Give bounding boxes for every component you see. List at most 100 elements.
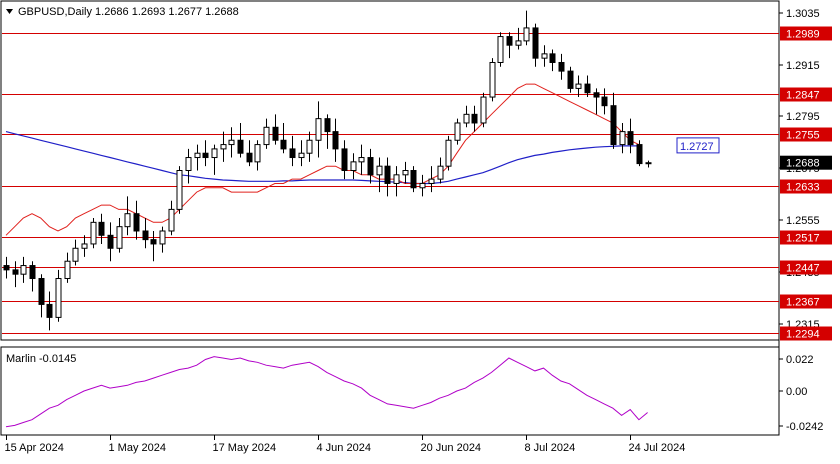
candle-body (480, 96, 487, 124)
candle (246, 140, 253, 167)
candle (393, 166, 400, 197)
candle (98, 213, 105, 244)
level-tag-text: 1.2447 (786, 263, 820, 275)
candle (159, 226, 166, 253)
level-tag-text: 1.2367 (786, 297, 820, 309)
candle (471, 105, 478, 132)
candle-body (107, 234, 114, 249)
candle (358, 144, 365, 175)
candle (445, 135, 452, 171)
time-tick-label: 4 Jun 2024 (317, 442, 371, 454)
indicator-tick-label: 0.022 (786, 354, 814, 366)
candle (332, 118, 339, 162)
candle-body (98, 221, 105, 236)
candle (454, 118, 461, 145)
candle (367, 148, 374, 184)
candle (185, 148, 192, 184)
candle-body (601, 96, 608, 107)
candle (558, 53, 565, 80)
candle (150, 230, 157, 262)
candle-body (228, 139, 235, 146)
marlin-indicator: 0.022 0.00 -0.0242 (5, 354, 823, 433)
time-tick-label: 8 Jul 2024 (525, 442, 576, 454)
candle-body (246, 152, 253, 163)
candle-body (280, 139, 287, 150)
candle (306, 131, 313, 162)
candle-body (263, 126, 270, 146)
candle-body (81, 243, 88, 249)
level-tag-box (780, 179, 832, 194)
candle-body (55, 278, 62, 318)
level-tag-box (780, 294, 832, 309)
candle-body (38, 278, 45, 305)
candle-body (237, 139, 244, 154)
horizontal-levels (2, 33, 779, 334)
ma-tag-box (676, 137, 720, 154)
candle-body (471, 113, 478, 124)
candle-body (90, 221, 97, 245)
candle (237, 122, 244, 158)
triangle-down-icon[interactable] (6, 9, 13, 14)
candle-body (202, 152, 209, 159)
candle (90, 218, 97, 249)
level-tag-text: 1.2755 (786, 130, 820, 142)
candle (116, 218, 123, 253)
candle (645, 160, 652, 168)
time-axis-ticks: 15 Apr 2024 1 May 2024 17 May 2024 4 Jun 20… (5, 435, 685, 454)
candle-body (402, 170, 409, 176)
level-tag-box (780, 87, 832, 102)
candle (124, 196, 131, 236)
candle (376, 157, 383, 193)
time-tick-label: 1 May 2024 (109, 442, 166, 454)
candle (263, 118, 270, 149)
level-tag-text: 1.2633 (786, 182, 820, 194)
candle (593, 88, 600, 115)
indicator-tick-label: 0.00 (786, 386, 807, 398)
candle-body (497, 36, 504, 63)
ma-tag-text: 1.2727 (680, 141, 714, 153)
candle-body (159, 230, 166, 245)
candle-body (558, 61, 565, 72)
candle-body (185, 157, 192, 172)
candle (289, 135, 296, 167)
candle (601, 88, 608, 115)
candle-body (254, 144, 261, 163)
time-tick-label: 20 Jun 2024 (421, 442, 482, 454)
candle (254, 140, 261, 171)
candle-body (3, 265, 10, 271)
indicator-plot-frame (0, 346, 780, 436)
candle (575, 75, 582, 98)
candle-body (567, 70, 574, 89)
candle-body (393, 174, 400, 184)
candle-body (298, 152, 305, 159)
level-tag-box (780, 26, 832, 41)
candle (228, 127, 235, 158)
candle (176, 166, 183, 214)
candle (298, 140, 305, 167)
candle (142, 218, 149, 249)
candle-body (463, 113, 470, 124)
candle (627, 118, 634, 154)
candle (64, 252, 71, 283)
candle-body (376, 165, 383, 176)
candlesticks (3, 10, 652, 331)
marlin-line (5, 356, 648, 428)
candle (480, 92, 487, 128)
candle-body (515, 40, 522, 46)
candle-body (124, 213, 131, 228)
candle-body (506, 36, 513, 46)
candle-body (211, 148, 218, 159)
candle-body (315, 118, 322, 141)
candle (523, 10, 530, 46)
ma-fast-group (5, 83, 640, 236)
ma-slow-line (5, 131, 639, 185)
candle-body (619, 131, 626, 146)
candle-body (584, 83, 591, 94)
candle (437, 157, 444, 184)
candle-body (358, 157, 365, 163)
level-tag-box (780, 230, 832, 245)
candle-body (575, 83, 582, 89)
candle-body (549, 53, 556, 63)
candle-body (12, 269, 19, 275)
